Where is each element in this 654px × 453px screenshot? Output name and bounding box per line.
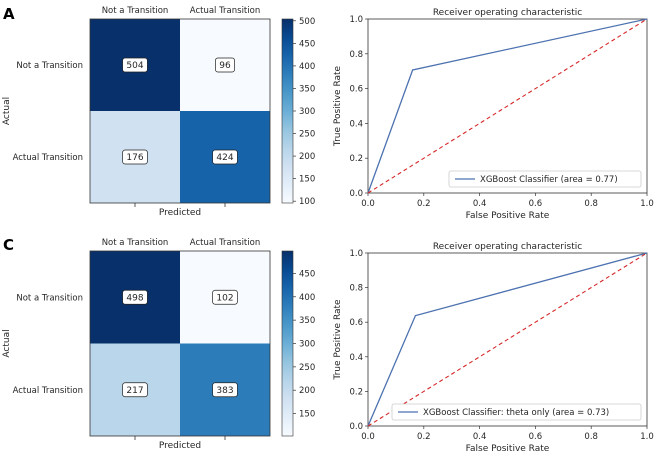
heatmap-frame (89, 250, 271, 437)
colorbar-tick-label: 450 (299, 269, 315, 279)
x-tick-label: 0.4 (473, 432, 487, 442)
y-tick-label: 0.4 (349, 119, 363, 129)
row-tick-label: Not a Transition (16, 293, 83, 303)
cell-value-label: 383 (216, 386, 233, 396)
x-axis-label: False Positive Rate (466, 211, 550, 221)
x-tick-label: 1.0 (640, 432, 654, 442)
colorbar-tick-label: 250 (299, 130, 315, 140)
cell-value-box (122, 149, 148, 165)
y-tick-label: 0.2 (349, 154, 363, 164)
x-tick-label: 0.6 (529, 199, 543, 209)
cell-value-box (122, 382, 148, 398)
plots: 504 96 176 424 Not a Transition Actual Transi… (2, 6, 654, 453)
x-tick-label: 0.0 (361, 432, 375, 442)
cell-value-box (212, 149, 238, 165)
x-tick-label: 0.2 (417, 199, 431, 209)
colorbar (281, 18, 294, 204)
cell-value-label: 102 (216, 293, 233, 303)
y-tick-label: 0.8 (349, 284, 363, 294)
colorbar-tick-label: 450 (299, 39, 315, 49)
x-tick-label: 0.0 (361, 199, 375, 209)
cell-value-label: 498 (126, 293, 143, 303)
x-tick-label: 0.8 (584, 199, 598, 209)
x-tick-label: 0.8 (584, 432, 598, 442)
legend: XGBoost Classifier (area = 0.77) (448, 170, 642, 188)
heatmap-C: 498 102 217 383 Not a Transition Actual Trans… (2, 238, 315, 451)
y-tick-label: 0.6 (349, 318, 363, 328)
cell-value-label: 504 (126, 61, 143, 71)
x-tick-label: 0.6 (529, 432, 543, 442)
legend-label: XGBoost Classifier: theta only (area = 0… (423, 408, 609, 418)
x-tick-label: 0.4 (473, 199, 487, 209)
col-tick-label: Actual Transition (190, 6, 260, 16)
chart-title: Receiver operating characteristic (433, 242, 582, 252)
y-tick-label: 0.0 (349, 189, 363, 199)
x-axis-label: False Positive Rate (466, 444, 550, 453)
colorbar-tick-label: 500 (299, 17, 315, 27)
x-tick-label: 0.2 (417, 432, 431, 442)
cell-value-label: 424 (216, 153, 233, 163)
cell-value-label: 96 (219, 61, 231, 71)
legend: XGBoost Classifier: theta only (area = 0… (391, 403, 642, 421)
y-tick-label: 1.0 (349, 249, 363, 259)
roc-D: Receiver operating characteristic 0.0 0.2 0… (333, 242, 654, 453)
colorbar-tick-label: 350 (299, 84, 315, 94)
colorbar-tick-label: 350 (299, 316, 315, 326)
cell-value-box (122, 57, 148, 73)
y-tick-label: 0.8 (349, 50, 363, 60)
colorbar-tick-label: 200 (299, 386, 315, 396)
x-tick-label: 1.0 (640, 199, 654, 209)
colorbar (281, 250, 294, 437)
panel-letter-a: A (3, 5, 15, 23)
x-axis-label: Predicted (159, 208, 201, 218)
colorbar-tick-label: 300 (299, 340, 315, 350)
row-tick-label: Actual Transition (13, 386, 83, 396)
y-tick-label: 0.0 (349, 422, 363, 432)
legend-box (391, 403, 642, 421)
colorbar-tick-label: 400 (299, 62, 315, 72)
y-tick-label: 0.4 (349, 353, 363, 363)
colorbar-tick-label: 100 (299, 197, 315, 207)
panel-letter-c: C (3, 236, 14, 254)
cell-value-box (122, 289, 148, 305)
roc-curve (367, 252, 648, 427)
colorbar-tick-label: 200 (299, 152, 315, 162)
cell-value-label: 176 (126, 153, 143, 163)
roc-B: Receiver operating characteristic 0.0 0.2 0… (333, 8, 654, 221)
chance-line (367, 252, 648, 427)
chart-title: Receiver operating characteristic (433, 8, 582, 18)
col-tick-label: Not a Transition (102, 238, 169, 248)
y-axis-label: True Positive Rate (333, 299, 343, 381)
roc-curve (367, 18, 648, 194)
legend-label: XGBoost Classifier (area = 0.77) (480, 175, 618, 185)
y-tick-label: 0.2 (349, 387, 363, 397)
legend-box (448, 170, 642, 188)
x-axis-label: Predicted (159, 441, 201, 451)
colorbar-tick-label: 300 (299, 107, 315, 117)
colorbar-tick-label: 150 (299, 175, 315, 185)
heatmap-frame (89, 18, 271, 204)
y-tick-label: 0.6 (349, 85, 363, 95)
colorbar-tick-label: 150 (299, 410, 315, 420)
cell-value-box (215, 57, 235, 73)
heatmap-A: 504 96 176 424 Not a Transition Actual Transi… (2, 6, 315, 218)
cell-value-label: 217 (126, 386, 143, 396)
colorbar-tick-label: 400 (299, 293, 315, 303)
cell-value-box (212, 382, 238, 398)
y-axis-label: Actual (2, 97, 12, 125)
cell-value-box (212, 289, 238, 305)
y-axis-label: True Positive Rate (333, 65, 343, 147)
col-tick-label: Not a Transition (102, 6, 169, 16)
row-tick-label: Not a Transition (16, 61, 83, 71)
y-tick-label: 1.0 (349, 15, 363, 25)
colorbar-tick-label: 250 (299, 363, 315, 373)
y-axis-label: Actual (2, 329, 12, 357)
row-tick-label: Actual Transition (13, 153, 83, 163)
col-tick-label: Actual Transition (190, 238, 260, 248)
chance-line (367, 18, 648, 194)
